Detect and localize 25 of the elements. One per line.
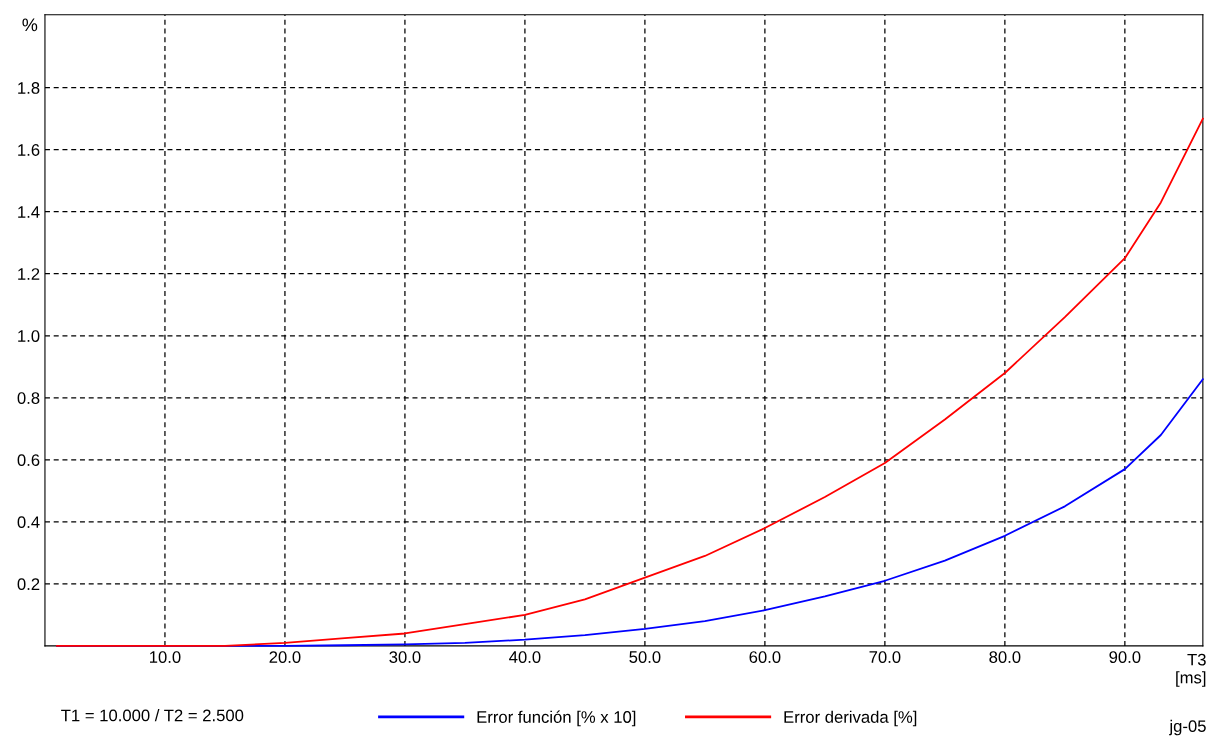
x-tick-label: 10.0 <box>150 651 181 663</box>
y-tick-label: 1.0 <box>18 330 40 342</box>
text: T1 = 10.000 / T2 = 2.500 <box>61 709 244 722</box>
y-tick-label: 1.6 <box>18 144 40 156</box>
y-tick-label: 1.2 <box>18 268 40 280</box>
x-tick-label: 40.0 <box>509 651 541 663</box>
x-axis-title: T3 [ms] <box>1176 653 1206 687</box>
y-tick-label: 1.8 <box>18 82 40 94</box>
legend-label: Error función [% x 10] <box>477 710 636 727</box>
x-tick-label: 50.0 <box>629 651 661 663</box>
x-tick-label: 60.0 <box>749 651 781 663</box>
text: jg-05 <box>1169 719 1206 736</box>
x-tick-label: 70.0 <box>869 651 901 663</box>
x-tick-label: 20.0 <box>269 651 301 663</box>
x-tick-label: 90.0 <box>1109 651 1141 663</box>
y-axis-title: % <box>22 18 38 32</box>
y-tick-label: 0.4 <box>17 516 40 529</box>
y-tick-label: 0.6 <box>17 454 40 467</box>
x-tick-label: 30.0 <box>389 651 421 663</box>
line-series <box>56 117 1204 647</box>
x-tick-label: 80.0 <box>989 651 1021 663</box>
y-tick-label: 0.8 <box>17 392 40 404</box>
legend-label: Error derivada [%] <box>784 710 917 727</box>
y-tick-label: 1.4 <box>18 206 40 218</box>
y-tick-label: 0.2 <box>17 578 40 591</box>
